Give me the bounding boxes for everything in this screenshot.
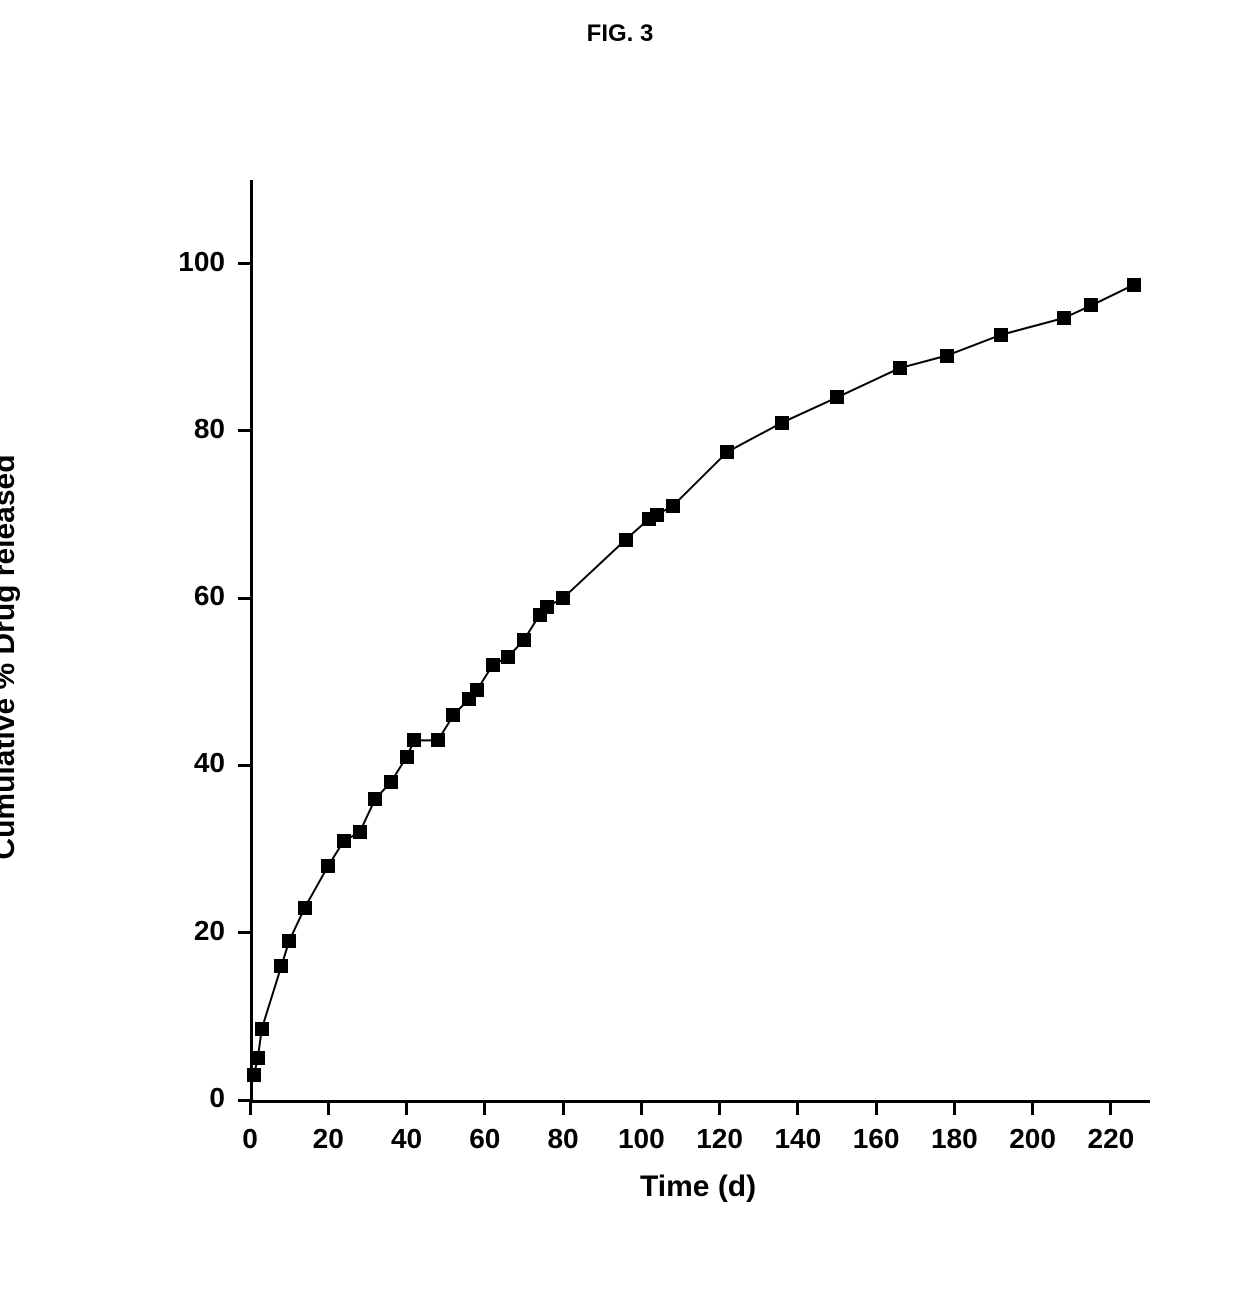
y-tick-label: 80 bbox=[194, 413, 225, 445]
data-point bbox=[321, 859, 335, 873]
y-tick-label: 100 bbox=[178, 246, 225, 278]
x-tick bbox=[796, 1100, 799, 1115]
x-tick bbox=[1109, 1100, 1112, 1115]
data-point bbox=[274, 959, 288, 973]
data-point bbox=[650, 508, 664, 522]
chart-line bbox=[250, 180, 1150, 1100]
data-point bbox=[407, 733, 421, 747]
data-point bbox=[337, 834, 351, 848]
x-tick-label: 40 bbox=[382, 1123, 432, 1155]
x-tick bbox=[640, 1100, 643, 1115]
y-axis-line bbox=[250, 180, 253, 1100]
x-tick-label: 220 bbox=[1086, 1123, 1136, 1155]
x-tick-label: 200 bbox=[1008, 1123, 1058, 1155]
data-point bbox=[400, 750, 414, 764]
x-tick bbox=[718, 1100, 721, 1115]
y-tick-label: 60 bbox=[194, 580, 225, 612]
x-tick bbox=[875, 1100, 878, 1115]
x-tick bbox=[562, 1100, 565, 1115]
x-tick-label: 140 bbox=[773, 1123, 823, 1155]
data-point bbox=[830, 390, 844, 404]
data-point bbox=[940, 349, 954, 363]
x-tick bbox=[953, 1100, 956, 1115]
x-axis-line bbox=[250, 1100, 1150, 1103]
data-point bbox=[298, 901, 312, 915]
data-point bbox=[251, 1051, 265, 1065]
y-tick-label: 0 bbox=[209, 1082, 225, 1114]
x-tick-label: 100 bbox=[616, 1123, 666, 1155]
data-point bbox=[470, 683, 484, 697]
data-point bbox=[1057, 311, 1071, 325]
data-point bbox=[247, 1068, 261, 1082]
data-point bbox=[353, 825, 367, 839]
data-point bbox=[666, 499, 680, 513]
data-point bbox=[994, 328, 1008, 342]
data-point bbox=[431, 733, 445, 747]
x-tick bbox=[483, 1100, 486, 1115]
data-point bbox=[556, 591, 570, 605]
y-tick bbox=[238, 597, 253, 600]
data-point bbox=[384, 775, 398, 789]
y-tick bbox=[238, 262, 253, 265]
data-point bbox=[501, 650, 515, 664]
x-axis-label: Time (d) bbox=[640, 1170, 756, 1204]
data-point bbox=[255, 1022, 269, 1036]
y-tick-label: 40 bbox=[194, 747, 225, 779]
y-tick bbox=[238, 764, 253, 767]
data-point bbox=[517, 633, 531, 647]
x-tick-label: 60 bbox=[460, 1123, 510, 1155]
x-tick bbox=[405, 1100, 408, 1115]
data-point bbox=[1084, 298, 1098, 312]
data-point bbox=[1127, 278, 1141, 292]
y-tick bbox=[238, 931, 253, 934]
data-point bbox=[282, 934, 296, 948]
x-tick bbox=[327, 1100, 330, 1115]
data-point bbox=[720, 445, 734, 459]
data-point bbox=[540, 600, 554, 614]
x-tick bbox=[249, 1100, 252, 1115]
x-tick-label: 80 bbox=[538, 1123, 588, 1155]
data-point bbox=[486, 658, 500, 672]
x-tick-label: 180 bbox=[929, 1123, 979, 1155]
figure-title: FIG. 3 bbox=[587, 20, 654, 48]
data-point bbox=[446, 708, 460, 722]
x-tick-label: 160 bbox=[851, 1123, 901, 1155]
y-tick-label: 20 bbox=[194, 915, 225, 947]
y-tick bbox=[238, 429, 253, 432]
data-point bbox=[619, 533, 633, 547]
data-point bbox=[893, 361, 907, 375]
x-tick-label: 20 bbox=[303, 1123, 353, 1155]
x-tick-label: 0 bbox=[225, 1123, 275, 1155]
data-point bbox=[368, 792, 382, 806]
chart-container: Cumulative % Drug released Time (d) 0204… bbox=[60, 140, 1190, 1240]
x-tick bbox=[1031, 1100, 1034, 1115]
data-point bbox=[775, 416, 789, 430]
x-tick-label: 120 bbox=[695, 1123, 745, 1155]
y-axis-label: Cumulative % Drug released bbox=[0, 454, 22, 859]
